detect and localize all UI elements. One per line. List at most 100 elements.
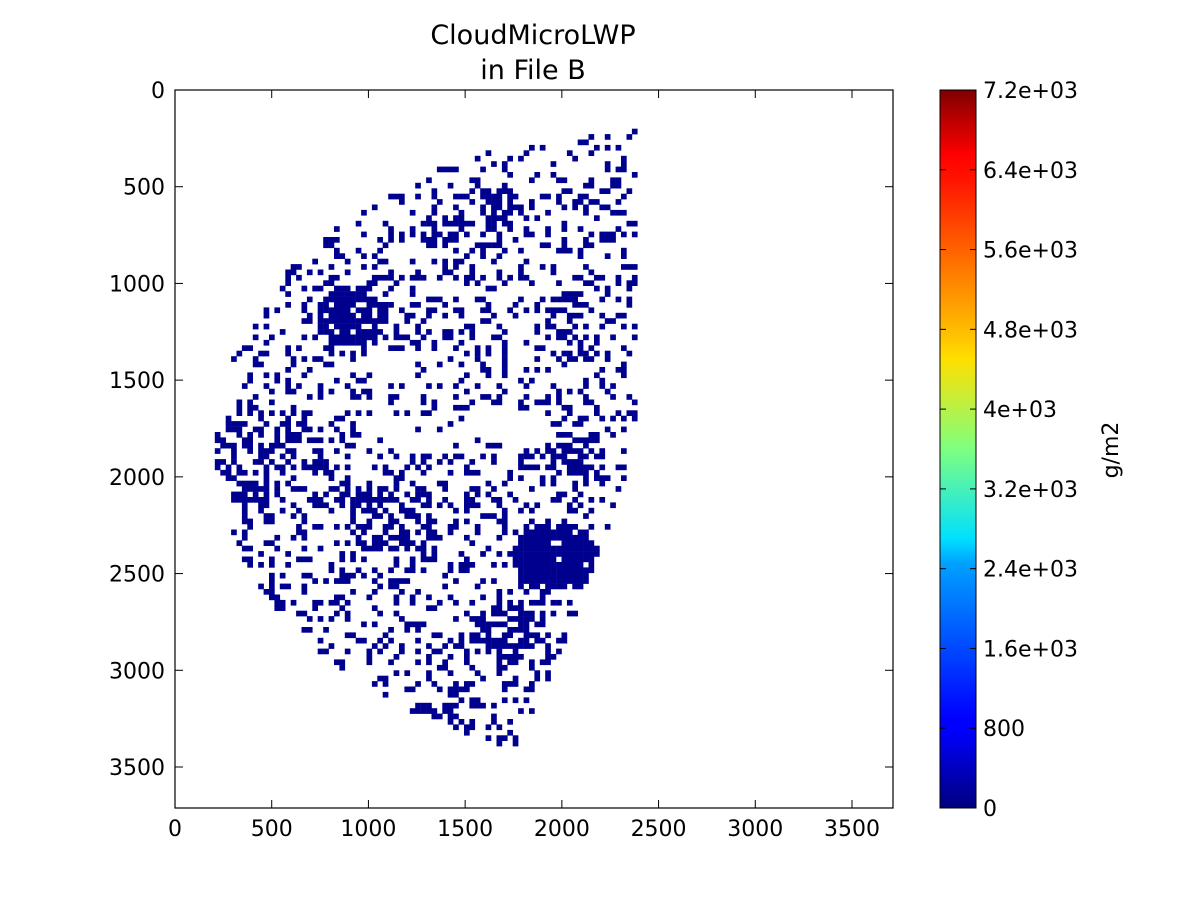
y-tick-label: 3500 (109, 756, 165, 781)
x-tick-label: 3500 (824, 817, 880, 842)
field-cell (604, 475, 611, 481)
field-cell (474, 356, 481, 362)
field-cell (529, 708, 535, 714)
field-cell (566, 507, 573, 514)
field-cell (550, 448, 557, 454)
field-cell (518, 610, 524, 617)
field-cell (583, 551, 589, 557)
field-cell (334, 610, 340, 617)
field-cell (604, 237, 611, 243)
field-cell (556, 193, 562, 200)
field-cell (344, 480, 351, 487)
field-cell (545, 670, 551, 676)
field-cell (523, 616, 530, 622)
colorbar-tick-label: 4e+03 (983, 398, 1057, 423)
field-cell (388, 497, 394, 503)
field-cell (252, 486, 259, 492)
field-cell (350, 394, 356, 400)
field-cell (431, 556, 438, 563)
field-cell (566, 356, 573, 362)
field-cell (583, 556, 589, 563)
field-cell (545, 654, 551, 660)
field-cell (469, 459, 476, 465)
field-cell (469, 177, 476, 184)
field-cell (334, 285, 340, 292)
field-cell (583, 323, 589, 330)
field-cell (566, 599, 573, 606)
field-cell (529, 572, 535, 579)
field-cell (458, 312, 465, 319)
field-cell (518, 637, 524, 644)
field-cell (393, 578, 400, 584)
field-cell (550, 545, 557, 552)
field-cell (615, 144, 622, 151)
field-cell (572, 610, 578, 617)
field-cell (539, 567, 546, 574)
field-cell (566, 410, 573, 416)
field-cell (464, 659, 470, 666)
field-cell (296, 274, 302, 281)
field-cell (371, 540, 378, 546)
field-cell (474, 616, 481, 622)
field-cell (469, 632, 476, 639)
field-cell (529, 464, 535, 471)
field-cell (388, 627, 394, 633)
field-cell (382, 524, 389, 530)
field-cell (485, 643, 492, 649)
field-cell (382, 540, 389, 546)
field-cell (480, 247, 486, 254)
field-cell (274, 426, 281, 433)
field-cell (442, 220, 448, 227)
field-cell (501, 367, 508, 373)
field-cell (480, 513, 486, 519)
field-cell (561, 632, 568, 639)
field-cell (594, 334, 600, 341)
field-cell (539, 545, 546, 552)
y-tick-label: 500 (123, 176, 165, 201)
field-cell (453, 274, 459, 281)
field-cell (241, 513, 248, 519)
field-cell (312, 448, 318, 454)
field-cell (377, 534, 383, 541)
field-cell (464, 534, 470, 541)
field-cell (328, 486, 335, 492)
field-cell (366, 372, 373, 379)
field-cell (588, 437, 595, 444)
field-cell (334, 291, 340, 297)
field-cell (464, 686, 470, 693)
field-cell (501, 529, 508, 536)
field-cell (447, 356, 454, 362)
field-cell (545, 231, 551, 238)
field-cell (496, 670, 503, 676)
field-cell (344, 578, 351, 584)
field-cell (621, 253, 627, 259)
field-cell (436, 274, 443, 281)
field-cell (631, 323, 638, 330)
colorbar-tick-label: 1.6e+03 (983, 637, 1078, 662)
field-cell (474, 486, 481, 492)
field-cell (577, 551, 584, 557)
field-cell (231, 459, 237, 465)
field-cell (464, 681, 470, 687)
field-cell (534, 578, 541, 584)
field-cell (393, 654, 400, 660)
field-cell (523, 643, 530, 649)
field-cell (550, 572, 557, 579)
field-cell (344, 383, 351, 389)
field-cell (241, 345, 248, 351)
field-cell (339, 432, 346, 438)
field-cell (339, 556, 346, 563)
field-cell (518, 269, 524, 276)
field-cell (529, 551, 535, 557)
field-cell (258, 459, 264, 465)
field-cell (464, 729, 470, 736)
field-cell (529, 529, 535, 536)
field-cell (588, 556, 595, 563)
field-cell (572, 545, 578, 552)
field-cell (371, 545, 378, 552)
field-cell (615, 464, 622, 471)
field-cell (523, 697, 530, 704)
field-cell (599, 448, 606, 454)
field-cell (583, 513, 589, 519)
field-cell (399, 274, 405, 281)
